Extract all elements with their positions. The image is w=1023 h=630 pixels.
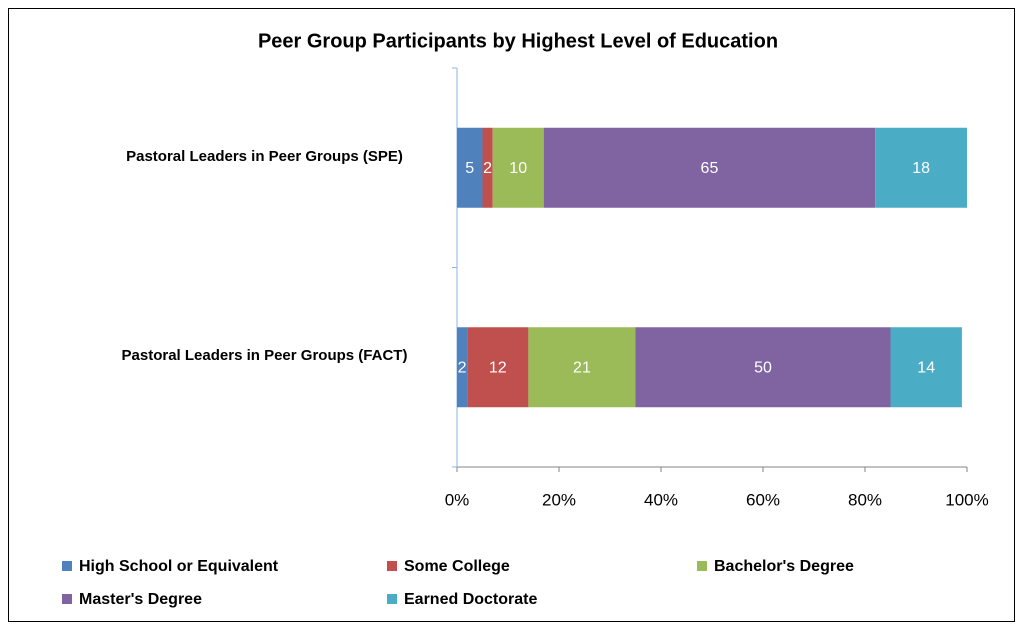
legend-label: Some College [404, 558, 510, 575]
data-label: 2 [458, 359, 467, 376]
legend-label: Bachelor's Degree [714, 558, 854, 575]
legend-swatch [697, 561, 707, 571]
x-tick-label: 100% [945, 490, 988, 509]
chart-title: Peer Group Participants by Highest Level… [258, 30, 778, 52]
data-label: 50 [754, 359, 772, 376]
legend-swatch [387, 561, 397, 571]
bar-segment [890, 327, 962, 408]
category-label: Pastoral Leaders in Peer Groups (SPE) [126, 147, 403, 165]
data-label: 5 [465, 160, 474, 177]
bar-segment [875, 127, 967, 208]
legend-swatch [387, 594, 397, 604]
data-label: 18 [912, 160, 930, 177]
data-label: 65 [701, 160, 719, 177]
data-label: 21 [573, 359, 591, 376]
x-tick-label: 0% [445, 490, 470, 509]
chart-frame [8, 8, 1015, 622]
x-tick-label: 60% [746, 490, 780, 509]
bar-segment [482, 127, 493, 208]
legend-swatch [62, 561, 72, 571]
data-label: 14 [917, 359, 935, 376]
bar-segment [543, 127, 876, 208]
legend-label: Earned Doctorate [404, 591, 537, 608]
x-tick-label: 40% [644, 490, 678, 509]
bar-segment [492, 127, 544, 208]
bar-segment [467, 327, 529, 408]
data-label: 12 [489, 359, 507, 376]
category-label: Pastoral Leaders in Peer Groups (FACT) [121, 347, 408, 365]
legend-swatch [62, 594, 72, 604]
x-tick-label: 20% [542, 490, 576, 509]
data-label: 10 [509, 160, 527, 177]
legend-label: High School or Equivalent [79, 558, 279, 575]
x-tick-label: 80% [848, 490, 882, 509]
bar-segment [457, 327, 468, 408]
bar-segment [635, 327, 891, 408]
bar-segment [528, 327, 636, 408]
data-label: 2 [483, 160, 492, 177]
bar-segment [457, 127, 483, 208]
legend-label: Master's Degree [79, 591, 202, 608]
